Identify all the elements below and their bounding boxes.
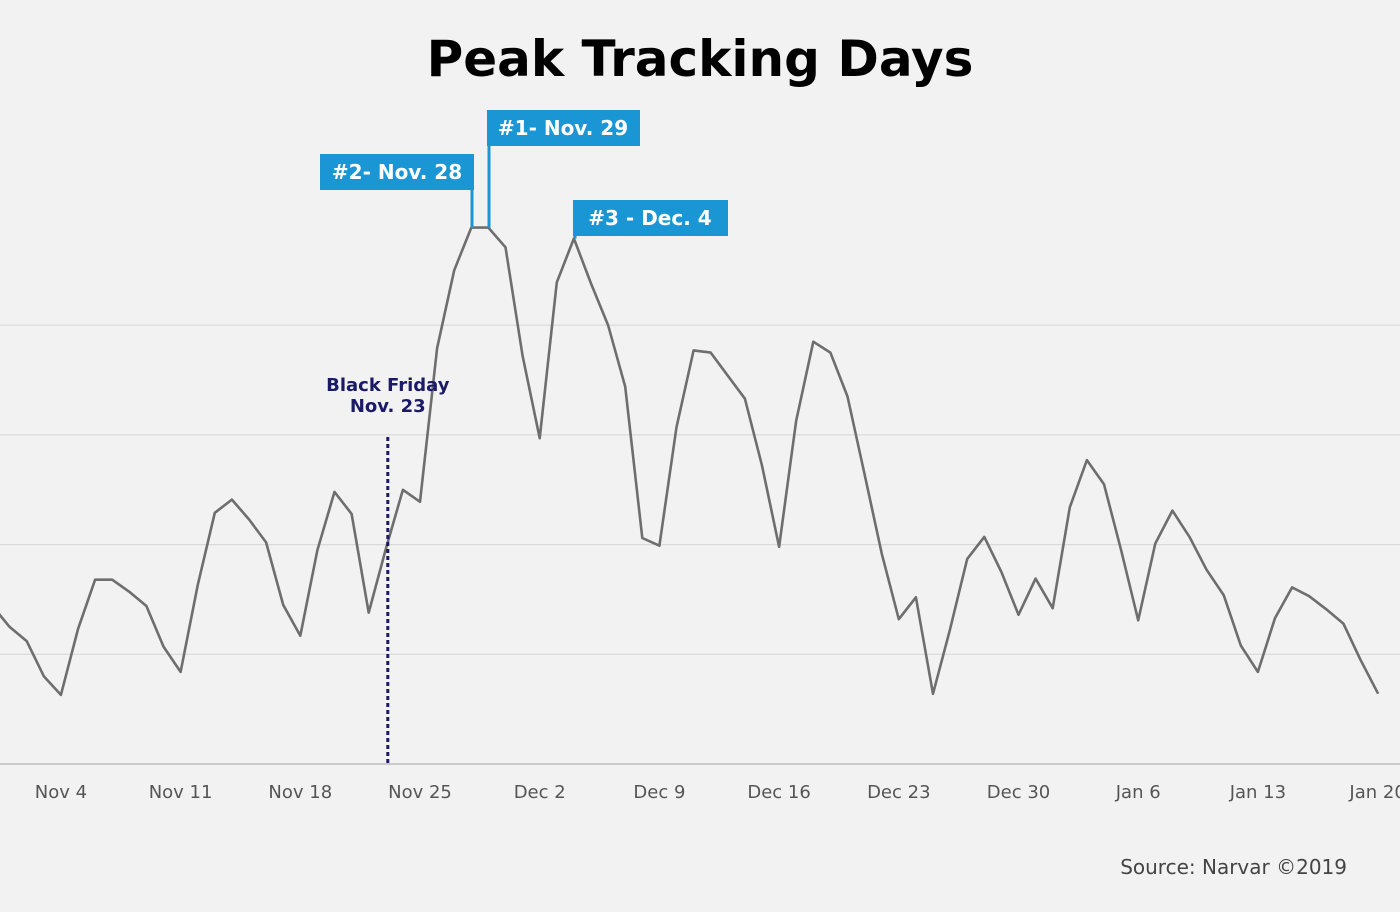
callout-box [320,154,474,190]
x-tick-label: Dec 9 [633,782,685,803]
x-tick-label: Dec 16 [747,782,810,803]
black-friday-date: Nov. 23 [350,396,426,417]
x-tick-label: Jan 13 [1229,782,1286,803]
black-friday-label: Black Friday [326,375,450,396]
peak-callout: #1- Nov. 29 [487,110,640,228]
x-tick-label: Jan 20 [1348,782,1400,803]
peak-callout: #3 - Dec. 4 [573,200,728,239]
x-tick-label: Nov 25 [388,782,452,803]
chart-title: Peak Tracking Days [426,30,974,88]
peak-callout: #2- Nov. 28 [320,154,474,228]
source-note: Source: Narvar ©2019 [1120,855,1347,879]
peak-callouts: #1- Nov. 29 #2- Nov. 28 #3 - Dec. 4 [320,110,728,239]
x-tick-label: Dec 30 [987,782,1050,803]
x-tick-label: Jan 6 [1115,782,1161,803]
x-tick-label: Nov 4 [35,782,87,803]
callout-label: #1- Nov. 29 [498,116,628,140]
gridlines [0,324,1400,765]
x-tick-label: Nov 18 [268,782,332,803]
callout-box [487,110,640,146]
x-axis: Nov 4 Nov 11 Nov 18 Nov 25 Dec 2 Dec 9 Dec 16 D… [35,782,1400,803]
x-tick-label: Dec 23 [867,782,930,803]
callout-box [573,200,728,236]
x-tick-label: Dec 2 [514,782,566,803]
callout-label: #3 - Dec. 4 [588,206,711,230]
series-line [0,226,1379,697]
x-tick-label: Nov 11 [149,782,213,803]
data-series [0,226,1379,697]
callout-label: #2- Nov. 28 [332,160,462,184]
